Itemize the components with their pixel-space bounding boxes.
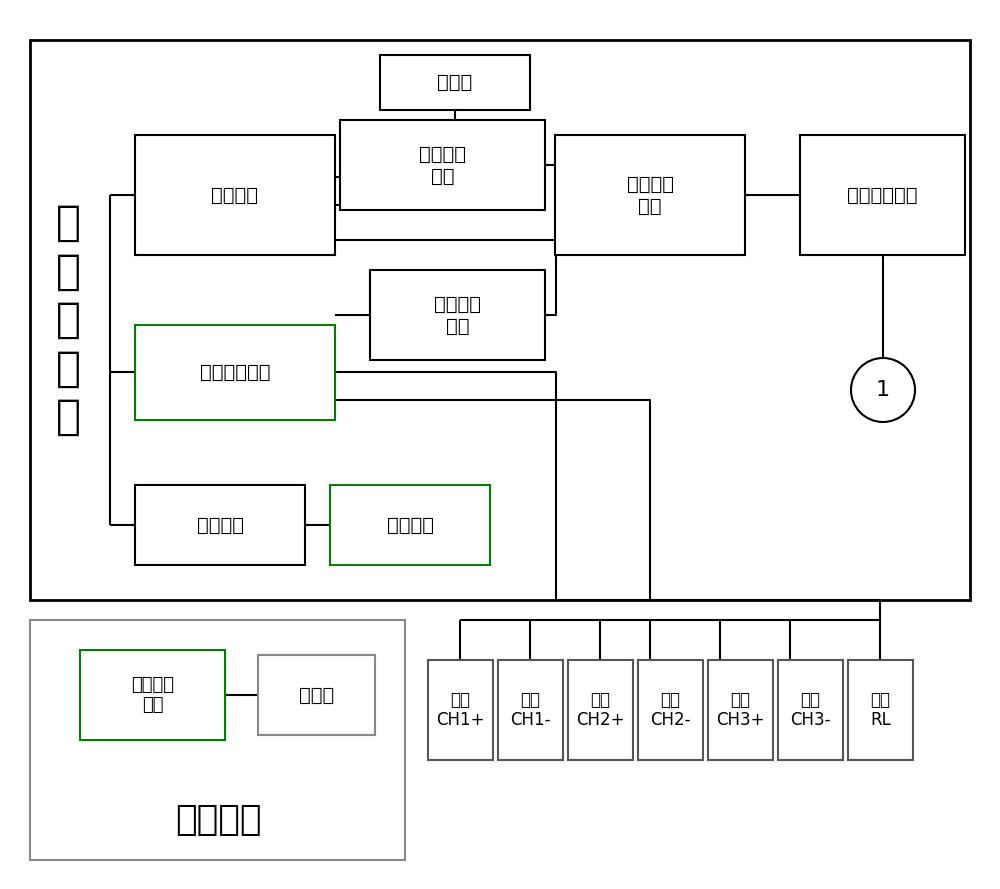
Text: 信号调理模块: 信号调理模块 [200, 363, 270, 382]
Bar [340, 120, 545, 210]
Text: 主控模块: 主控模块 [212, 186, 258, 204]
Bar [568, 660, 633, 760]
Bar [135, 485, 305, 565]
Bar [800, 135, 965, 255]
Text: 电压检测模块: 电压检测模块 [847, 186, 918, 204]
Bar [638, 660, 703, 760]
Bar [380, 55, 530, 110]
Bar [370, 270, 545, 360]
Bar [330, 485, 490, 565]
Text: 处理器: 处理器 [299, 685, 334, 704]
Text: 电源管理
模块: 电源管理 模块 [626, 174, 674, 215]
Text: 监
测
器
主
体: 监 测 器 主 体 [56, 202, 80, 438]
Text: 电极
RL: 电极 RL [870, 691, 891, 729]
Text: 电极
CH1+: 电极 CH1+ [436, 691, 485, 729]
Bar [848, 660, 913, 760]
Text: 驱动模块: 驱动模块 [196, 516, 244, 534]
Bar [258, 655, 375, 735]
Text: 自动关机
模块: 自动关机 模块 [419, 145, 466, 186]
Text: 1: 1 [876, 380, 890, 400]
Text: 电极
CH3+: 电极 CH3+ [716, 691, 765, 729]
Text: 电极
CH1-: 电极 CH1- [510, 691, 551, 729]
Text: 蓝牙通讯
模块: 蓝牙通讯 模块 [434, 294, 481, 335]
Text: 开关按鈕: 开关按鈕 [386, 516, 434, 534]
Text: 电极
CH3-: 电极 CH3- [790, 691, 831, 729]
Text: 电极
CH2+: 电极 CH2+ [576, 691, 625, 729]
Text: 智能手机: 智能手机 [175, 803, 261, 837]
Bar [498, 660, 563, 760]
Text: 电极
CH2-: 电极 CH2- [650, 691, 691, 729]
Bar [708, 660, 773, 760]
Bar [135, 135, 335, 255]
Bar [428, 660, 493, 760]
Bar [80, 650, 225, 740]
Bar [778, 660, 843, 760]
Bar [30, 40, 970, 600]
Bar [555, 135, 745, 255]
Bar [30, 620, 405, 860]
Bar [135, 325, 335, 420]
Text: 计时器: 计时器 [437, 73, 473, 92]
Text: 蓝牙通讯
模块: 蓝牙通讯 模块 [131, 676, 174, 715]
